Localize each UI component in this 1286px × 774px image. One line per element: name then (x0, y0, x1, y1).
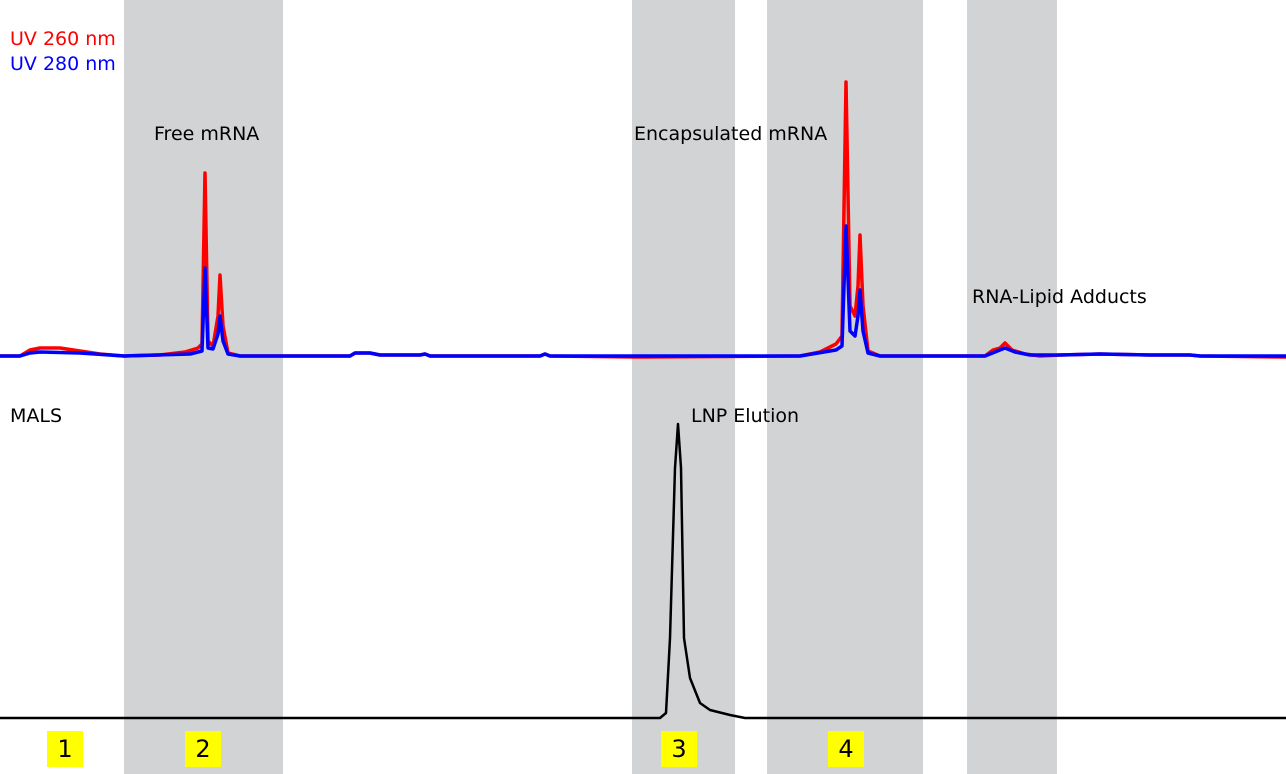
region-number-3: 3 (661, 731, 697, 767)
annotation-mals: MALS (10, 405, 63, 427)
annotation-rna-lipid-adducts: RNA-Lipid Adducts (972, 286, 1147, 308)
shaded-region-4 (967, 0, 1057, 774)
region-number-1: 1 (47, 731, 83, 767)
shaded-region-1 (124, 0, 283, 774)
shaded-region-2 (632, 0, 735, 774)
region-number-2: 2 (185, 731, 221, 767)
annotation-encapsulated-mrna: Encapsulated mRNA (634, 123, 828, 145)
series-mals (0, 422, 1286, 720)
annotation-lnp-elution: LNP Elution (691, 405, 800, 427)
region-number-4: 4 (828, 731, 864, 767)
legend-uv260: UV 260 nm (10, 28, 116, 50)
legend-uv280: UV 280 nm (10, 53, 116, 75)
annotation-free-mrna: Free mRNA (154, 123, 260, 145)
series-uv-280-nm (0, 224, 1286, 358)
